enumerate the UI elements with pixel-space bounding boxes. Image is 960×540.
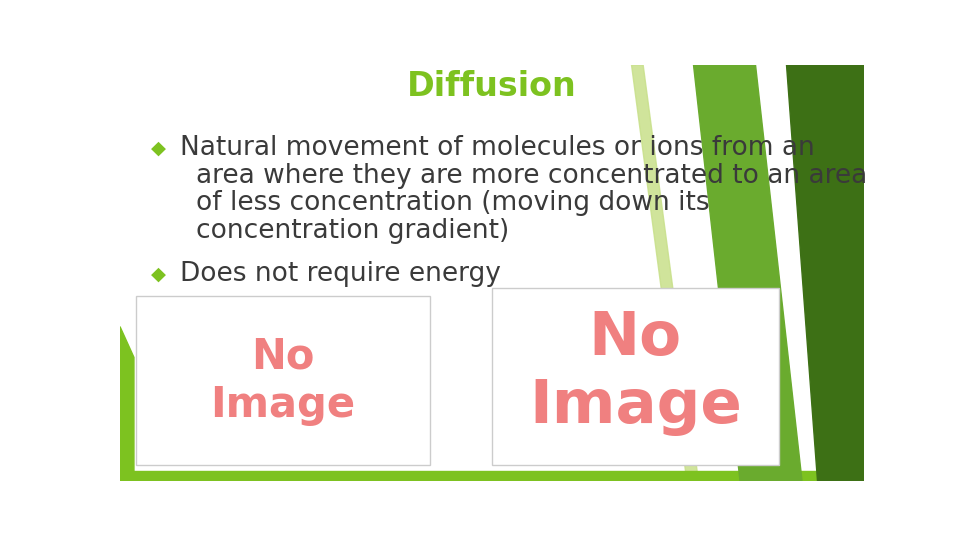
Polygon shape [693,65,802,481]
Bar [135,296,430,465]
Polygon shape [632,65,697,473]
Text: of less concentration (moving down its: of less concentration (moving down its [196,191,709,217]
Text: concentration gradient): concentration gradient) [196,218,509,244]
Polygon shape [120,471,864,481]
Text: area where they are more concentrated to an area: area where they are more concentrated to… [196,163,867,188]
Text: Diffusion: Diffusion [407,70,577,103]
Text: No
Image: No Image [529,309,742,436]
Text: Natural movement of molecules or ions from an: Natural movement of molecules or ions fr… [180,135,815,161]
Polygon shape [120,327,134,481]
Text: No
Image: No Image [210,335,355,426]
Bar [492,288,779,465]
Text: ◆: ◆ [152,265,166,284]
Polygon shape [786,65,864,481]
Text: Does not require energy: Does not require energy [180,261,501,287]
Text: ◆: ◆ [152,138,166,158]
